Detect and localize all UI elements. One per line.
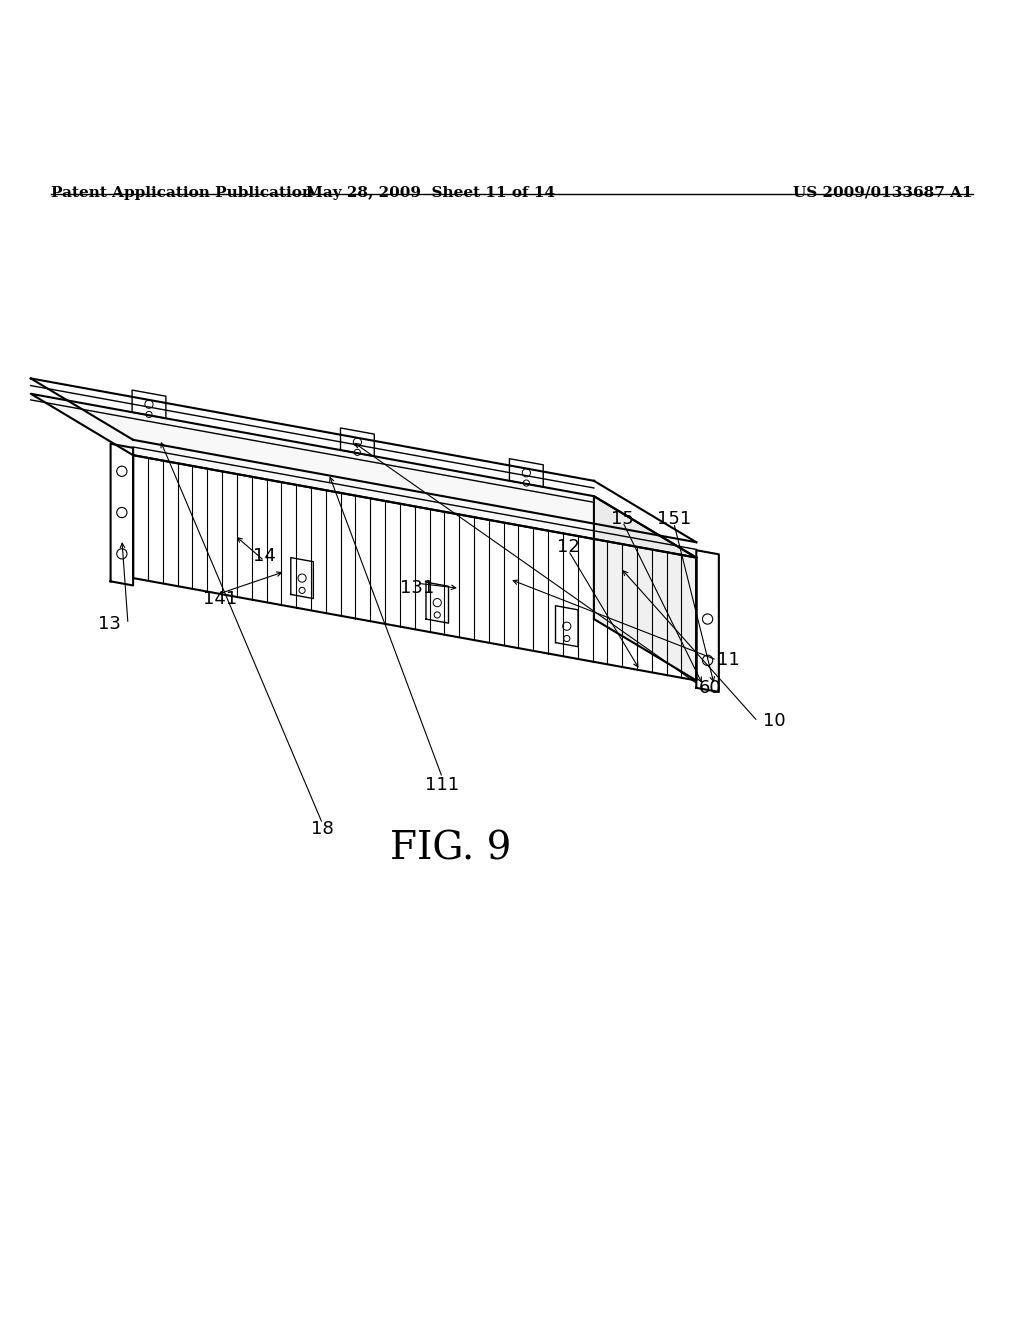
Text: 18: 18 bbox=[311, 820, 334, 838]
Text: 11: 11 bbox=[717, 651, 739, 669]
Text: 111: 111 bbox=[425, 776, 460, 793]
Text: 131: 131 bbox=[399, 579, 434, 598]
Text: 12: 12 bbox=[557, 539, 580, 556]
Text: FIG. 9: FIG. 9 bbox=[390, 832, 511, 869]
Text: 14: 14 bbox=[253, 546, 275, 565]
Text: 10: 10 bbox=[763, 713, 785, 730]
Text: May 28, 2009  Sheet 11 of 14: May 28, 2009 Sheet 11 of 14 bbox=[305, 186, 555, 199]
Polygon shape bbox=[31, 393, 696, 557]
Text: 15: 15 bbox=[611, 510, 634, 528]
Polygon shape bbox=[594, 496, 696, 681]
Text: 13: 13 bbox=[98, 615, 121, 634]
Text: 151: 151 bbox=[656, 510, 691, 528]
Text: 141: 141 bbox=[203, 590, 238, 607]
Text: Patent Application Publication: Patent Application Publication bbox=[51, 186, 313, 199]
Text: US 2009/0133687 A1: US 2009/0133687 A1 bbox=[794, 186, 973, 199]
Text: 60: 60 bbox=[698, 678, 721, 697]
